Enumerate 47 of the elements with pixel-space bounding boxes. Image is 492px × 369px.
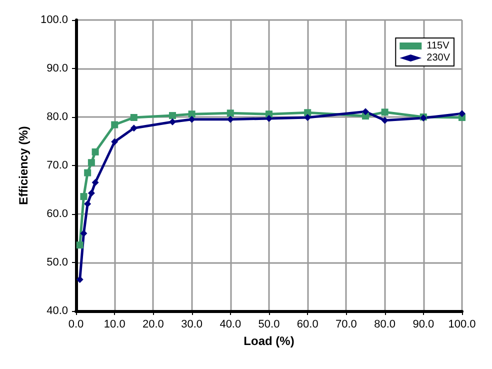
y-tick-label: 50.0 — [46, 256, 68, 268]
point — [84, 169, 92, 176]
legend-label: 115V — [426, 40, 450, 52]
point — [84, 200, 92, 208]
point — [266, 114, 272, 122]
point — [88, 159, 95, 166]
point — [76, 242, 84, 249]
x-tick-label: 50.0 — [258, 318, 280, 330]
point — [130, 124, 138, 132]
point — [92, 178, 99, 186]
x-tick-label: 80.0 — [374, 318, 396, 330]
point — [226, 116, 234, 123]
y-tick-label: 70.0 — [46, 160, 68, 172]
x-tick-label: 10.0 — [104, 318, 126, 330]
x-axis-title: Load (%) — [244, 334, 294, 348]
x-tick-label: 0.0 — [68, 318, 84, 330]
point — [169, 118, 176, 126]
x-tick-label: 20.0 — [142, 318, 164, 330]
point — [80, 193, 88, 200]
x-tick-label: 70.0 — [335, 318, 357, 330]
point — [381, 116, 388, 124]
point — [88, 190, 95, 197]
x-tick-label: 30.0 — [181, 318, 203, 330]
point — [80, 230, 88, 237]
x-tick-label: 60.0 — [296, 318, 318, 330]
point — [169, 112, 176, 120]
point — [226, 110, 234, 117]
point — [130, 114, 138, 121]
point — [381, 108, 388, 116]
y-tick-label: 90.0 — [46, 62, 68, 74]
point — [111, 121, 118, 128]
x-tick-label: 100.0 — [448, 318, 476, 330]
point — [111, 138, 118, 146]
point — [188, 110, 196, 118]
y-tick-label: 60.0 — [46, 208, 68, 220]
point — [362, 108, 369, 116]
y-axis-title: Efficiency (%) — [16, 126, 31, 205]
y-tick-label: 100.0 — [40, 14, 68, 26]
point — [92, 148, 99, 156]
point — [304, 109, 312, 116]
y-tick-label: 40.0 — [46, 305, 68, 317]
point — [188, 116, 196, 123]
point — [458, 110, 466, 118]
y-tick-label: 80.0 — [46, 111, 68, 123]
legend-label: 230V — [426, 52, 450, 64]
x-tick-label: 40.0 — [220, 318, 242, 330]
x-tick-label: 90.0 — [412, 318, 434, 330]
